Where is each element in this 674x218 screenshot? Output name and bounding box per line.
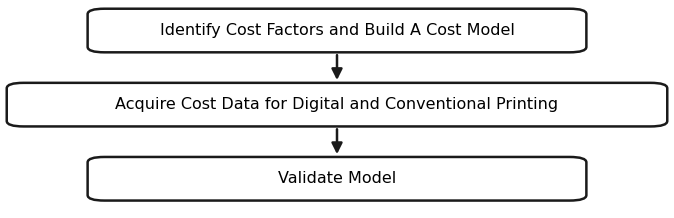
Text: Identify Cost Factors and Build A Cost Model: Identify Cost Factors and Build A Cost M… bbox=[160, 23, 514, 38]
FancyBboxPatch shape bbox=[7, 83, 667, 126]
FancyBboxPatch shape bbox=[88, 157, 586, 201]
FancyBboxPatch shape bbox=[88, 9, 586, 52]
Text: Validate Model: Validate Model bbox=[278, 171, 396, 186]
Text: Acquire Cost Data for Digital and Conventional Printing: Acquire Cost Data for Digital and Conven… bbox=[115, 97, 559, 112]
